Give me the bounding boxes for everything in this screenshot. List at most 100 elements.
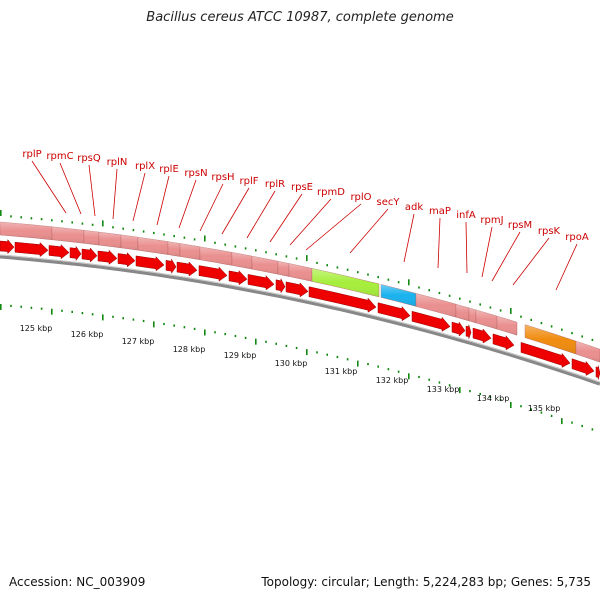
kbp-label-129: 129 kbp — [224, 351, 257, 360]
outer-tick — [591, 338, 594, 341]
inner-tick — [530, 408, 532, 411]
inner-tick — [142, 319, 145, 323]
kbp-label-134: 134 kbp — [477, 394, 510, 403]
gene-label-rplX: rplX — [135, 161, 155, 172]
inner-tick — [479, 392, 481, 396]
inner-tick — [357, 360, 359, 367]
cds-arrow-4 — [81, 247, 98, 263]
kbp-label-127: 127 kbp — [122, 337, 155, 346]
cds-arrow-7 — [135, 255, 165, 272]
gene-feature-shine-18 — [476, 309, 497, 330]
gene-label-rplF: rplF — [240, 176, 259, 187]
backbone-highlight — [0, 254, 600, 383]
gene-feature-shine-13 — [312, 268, 379, 297]
topology-summary-text: Topology: circular; Length: 5,224,283 bp… — [261, 575, 591, 589]
inner-tick — [224, 333, 226, 336]
inner-tick — [255, 338, 257, 345]
inner-tick — [122, 317, 124, 320]
inner-tick — [336, 355, 339, 359]
gene-label-rpsH: rpsH — [211, 172, 234, 183]
gene-label-rpsM: rpsM — [508, 220, 532, 231]
gene-label-secY: secY — [377, 197, 401, 208]
leader-line-1 — [59, 162, 82, 215]
gene-feature-track — [0, 221, 600, 363]
cds-arrow-9 — [176, 261, 198, 277]
leader-line-7 — [199, 183, 224, 232]
leader-line-2 — [88, 164, 96, 217]
outer-tick — [30, 217, 33, 220]
outer-tick — [448, 294, 451, 297]
outer-tick — [520, 315, 522, 318]
gene-label-rpsQ: rpsQ — [77, 153, 101, 164]
leader-line-9 — [246, 190, 276, 239]
inner-tick — [163, 322, 165, 326]
inner-tick — [428, 378, 430, 381]
outer-tick — [510, 308, 512, 314]
gene-feature-shine-2 — [84, 230, 99, 246]
outer-tick — [40, 218, 43, 221]
inner-tick — [71, 310, 73, 313]
kbp-label-132: 132 kbp — [376, 376, 409, 385]
outer-tick — [438, 291, 441, 295]
kbp-label-126: 126 kbp — [71, 330, 104, 339]
outer-tick — [51, 219, 53, 222]
inner-tick — [550, 414, 553, 417]
inner-tick — [204, 329, 206, 336]
outer-tick — [234, 245, 237, 248]
cds-arrow-3 — [69, 245, 82, 262]
inner-tick — [540, 411, 543, 414]
gene-feature-shine-12 — [289, 263, 312, 282]
inner-tick — [51, 308, 53, 315]
inner-tick — [234, 334, 237, 338]
outer-tick — [469, 300, 471, 303]
inner-tick — [316, 351, 318, 354]
inner-tick — [499, 398, 502, 402]
inner-tick — [81, 312, 84, 315]
inner-tick — [61, 309, 63, 312]
outer-tick — [428, 289, 430, 292]
inner-tick — [448, 384, 451, 387]
cds-arrow-23 — [571, 358, 595, 376]
kbp-label-135: 135 kbp — [528, 404, 561, 413]
outer-tick — [285, 255, 288, 258]
gene-feature-shine-7 — [180, 243, 200, 260]
kbp-label-130: 130 kbp — [275, 359, 308, 368]
cds-arrow-19 — [465, 324, 472, 339]
leader-line-17 — [481, 226, 493, 278]
gene-label-rplE: rplE — [159, 164, 179, 175]
kbp-label-133: 133 kbp — [427, 385, 460, 394]
gene-labels: rplP rpmC rpsQ rplN rplX rplE rpsN rpsH … — [22, 149, 589, 243]
cds-arrow-16 — [377, 302, 411, 322]
gene-feature-shine-16 — [456, 304, 469, 321]
gene-feature-shine-3 — [99, 232, 121, 248]
outer-tick — [214, 241, 216, 244]
outer-tick — [561, 328, 563, 331]
inner-tick — [510, 402, 512, 408]
inner-tick — [285, 344, 288, 347]
genome-backbone — [0, 254, 600, 386]
cds-arrow-10 — [198, 265, 228, 282]
inner-tick — [469, 390, 471, 393]
cds-arrow-24 — [595, 365, 600, 380]
gene-feature-shine-4 — [121, 234, 138, 251]
outer-tick — [10, 215, 12, 218]
outer-tick — [122, 227, 124, 230]
inner-tick — [377, 365, 379, 368]
gene-label-adk: adk — [405, 202, 423, 213]
gene-feature-shine-21 — [576, 341, 600, 363]
inner-tick — [438, 381, 441, 384]
outer-tick — [346, 268, 349, 271]
outer-tick — [571, 332, 573, 335]
inner-tick — [153, 321, 155, 328]
cds-arrow-22 — [520, 342, 571, 368]
gene-label-leaders — [31, 160, 578, 291]
inner-tick — [489, 395, 492, 399]
gene-label-rpmD: rpmD — [317, 187, 345, 198]
cds-arrow-17 — [411, 310, 451, 332]
cds-arrow-14 — [285, 281, 309, 298]
inner-tick — [0, 304, 2, 310]
leader-line-5 — [156, 175, 170, 226]
inner-tick — [408, 373, 410, 380]
cds-arrow-track — [0, 238, 600, 380]
